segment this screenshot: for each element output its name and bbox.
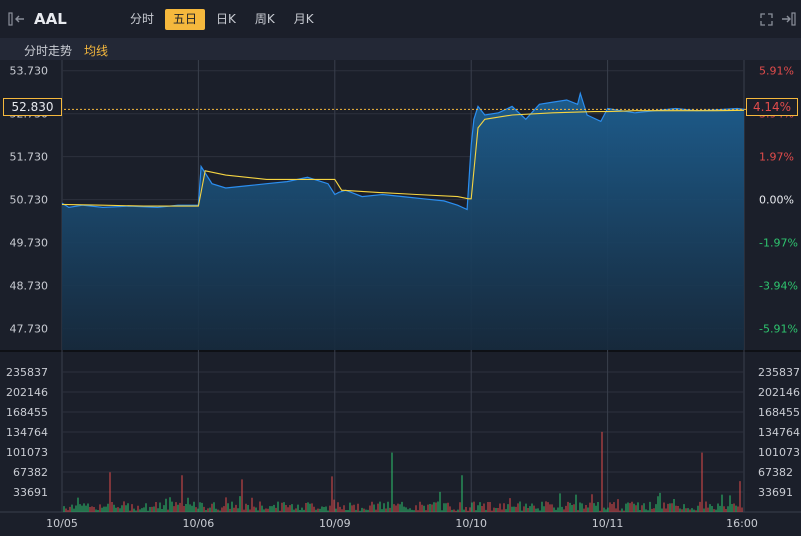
volume-tick-label: 235837 — [6, 366, 48, 379]
tab-monthly-k[interactable]: 月K — [293, 12, 314, 26]
dock-panel-icon[interactable] — [781, 12, 797, 26]
volume-tick-label-right: 33691 — [758, 486, 793, 499]
x-tick-label: 10/06 — [183, 517, 215, 530]
collapse-sidebar-icon[interactable] — [8, 12, 26, 26]
volume-tick-label-right: 134764 — [758, 426, 800, 439]
pct-tick-label: -5.91% — [759, 323, 798, 336]
pct-tick-label: 1.97% — [759, 151, 794, 164]
fullscreen-icon[interactable] — [760, 13, 773, 26]
chart: 53.7305.91%52.7303.94%51.7301.97%50.7300… — [0, 60, 801, 530]
price-tick-label: 47.730 — [10, 323, 49, 336]
x-tick-label: 10/11 — [592, 517, 624, 530]
current-price-tag: 52.830 — [3, 98, 62, 116]
pct-tick-label: 0.00% — [759, 194, 794, 207]
x-tick-label: 10/10 — [455, 517, 487, 530]
pct-tick-label: -3.94% — [759, 280, 798, 293]
stock-symbol: AAL — [34, 10, 67, 28]
sub-header: 分时走势 均线 — [0, 38, 801, 60]
price-tick-label: 53.730 — [10, 65, 49, 78]
pct-tick-label: 5.91% — [759, 65, 794, 78]
price-tick-label: 51.730 — [10, 151, 49, 164]
period-tabs: 分时 五日 日K 周K 月K — [122, 9, 325, 30]
volume-tick-label: 168455 — [6, 406, 48, 419]
volume-tick-label: 33691 — [13, 486, 48, 499]
current-pct-tag: 4.14% — [746, 98, 798, 116]
price-tick-label: 50.730 — [10, 194, 49, 207]
volume-tick-label-right: 67382 — [758, 466, 793, 479]
volume-tick-label: 202146 — [6, 386, 48, 399]
price-line — [61, 91, 745, 211]
volume-tick-label-right: 168455 — [758, 406, 800, 419]
tab-weekly-k[interactable]: 周K — [254, 12, 275, 26]
tab-daily-k[interactable]: 日K — [216, 12, 236, 26]
volume-tick-label-right: 202146 — [758, 386, 800, 399]
price-area — [62, 93, 744, 350]
volume-tick-label: 101073 — [6, 446, 48, 459]
chart-title: 分时走势 — [24, 44, 73, 58]
avg-line — [61, 109, 745, 207]
pct-tick-label: -1.97% — [759, 237, 798, 250]
avg-line-legend[interactable]: 均线 — [84, 44, 109, 58]
volume-tick-label-right: 235837 — [758, 366, 800, 379]
volume-tick-label: 134764 — [6, 426, 48, 439]
x-tick-label: 16:00 — [726, 517, 758, 530]
volume-tick-label: 67382 — [13, 466, 48, 479]
tab-intraday[interactable]: 分时 — [130, 12, 155, 26]
x-tick-label: 10/05 — [46, 517, 78, 530]
price-tick-label: 49.730 — [10, 237, 49, 250]
price-tick-label: 48.730 — [10, 280, 49, 293]
tab-five-day[interactable]: 五日 — [165, 9, 206, 30]
x-tick-label: 10/09 — [319, 517, 351, 530]
volume-tick-label-right: 101073 — [758, 446, 800, 459]
top-bar: AAL 分时 五日 日K 周K 月K — [0, 0, 801, 38]
